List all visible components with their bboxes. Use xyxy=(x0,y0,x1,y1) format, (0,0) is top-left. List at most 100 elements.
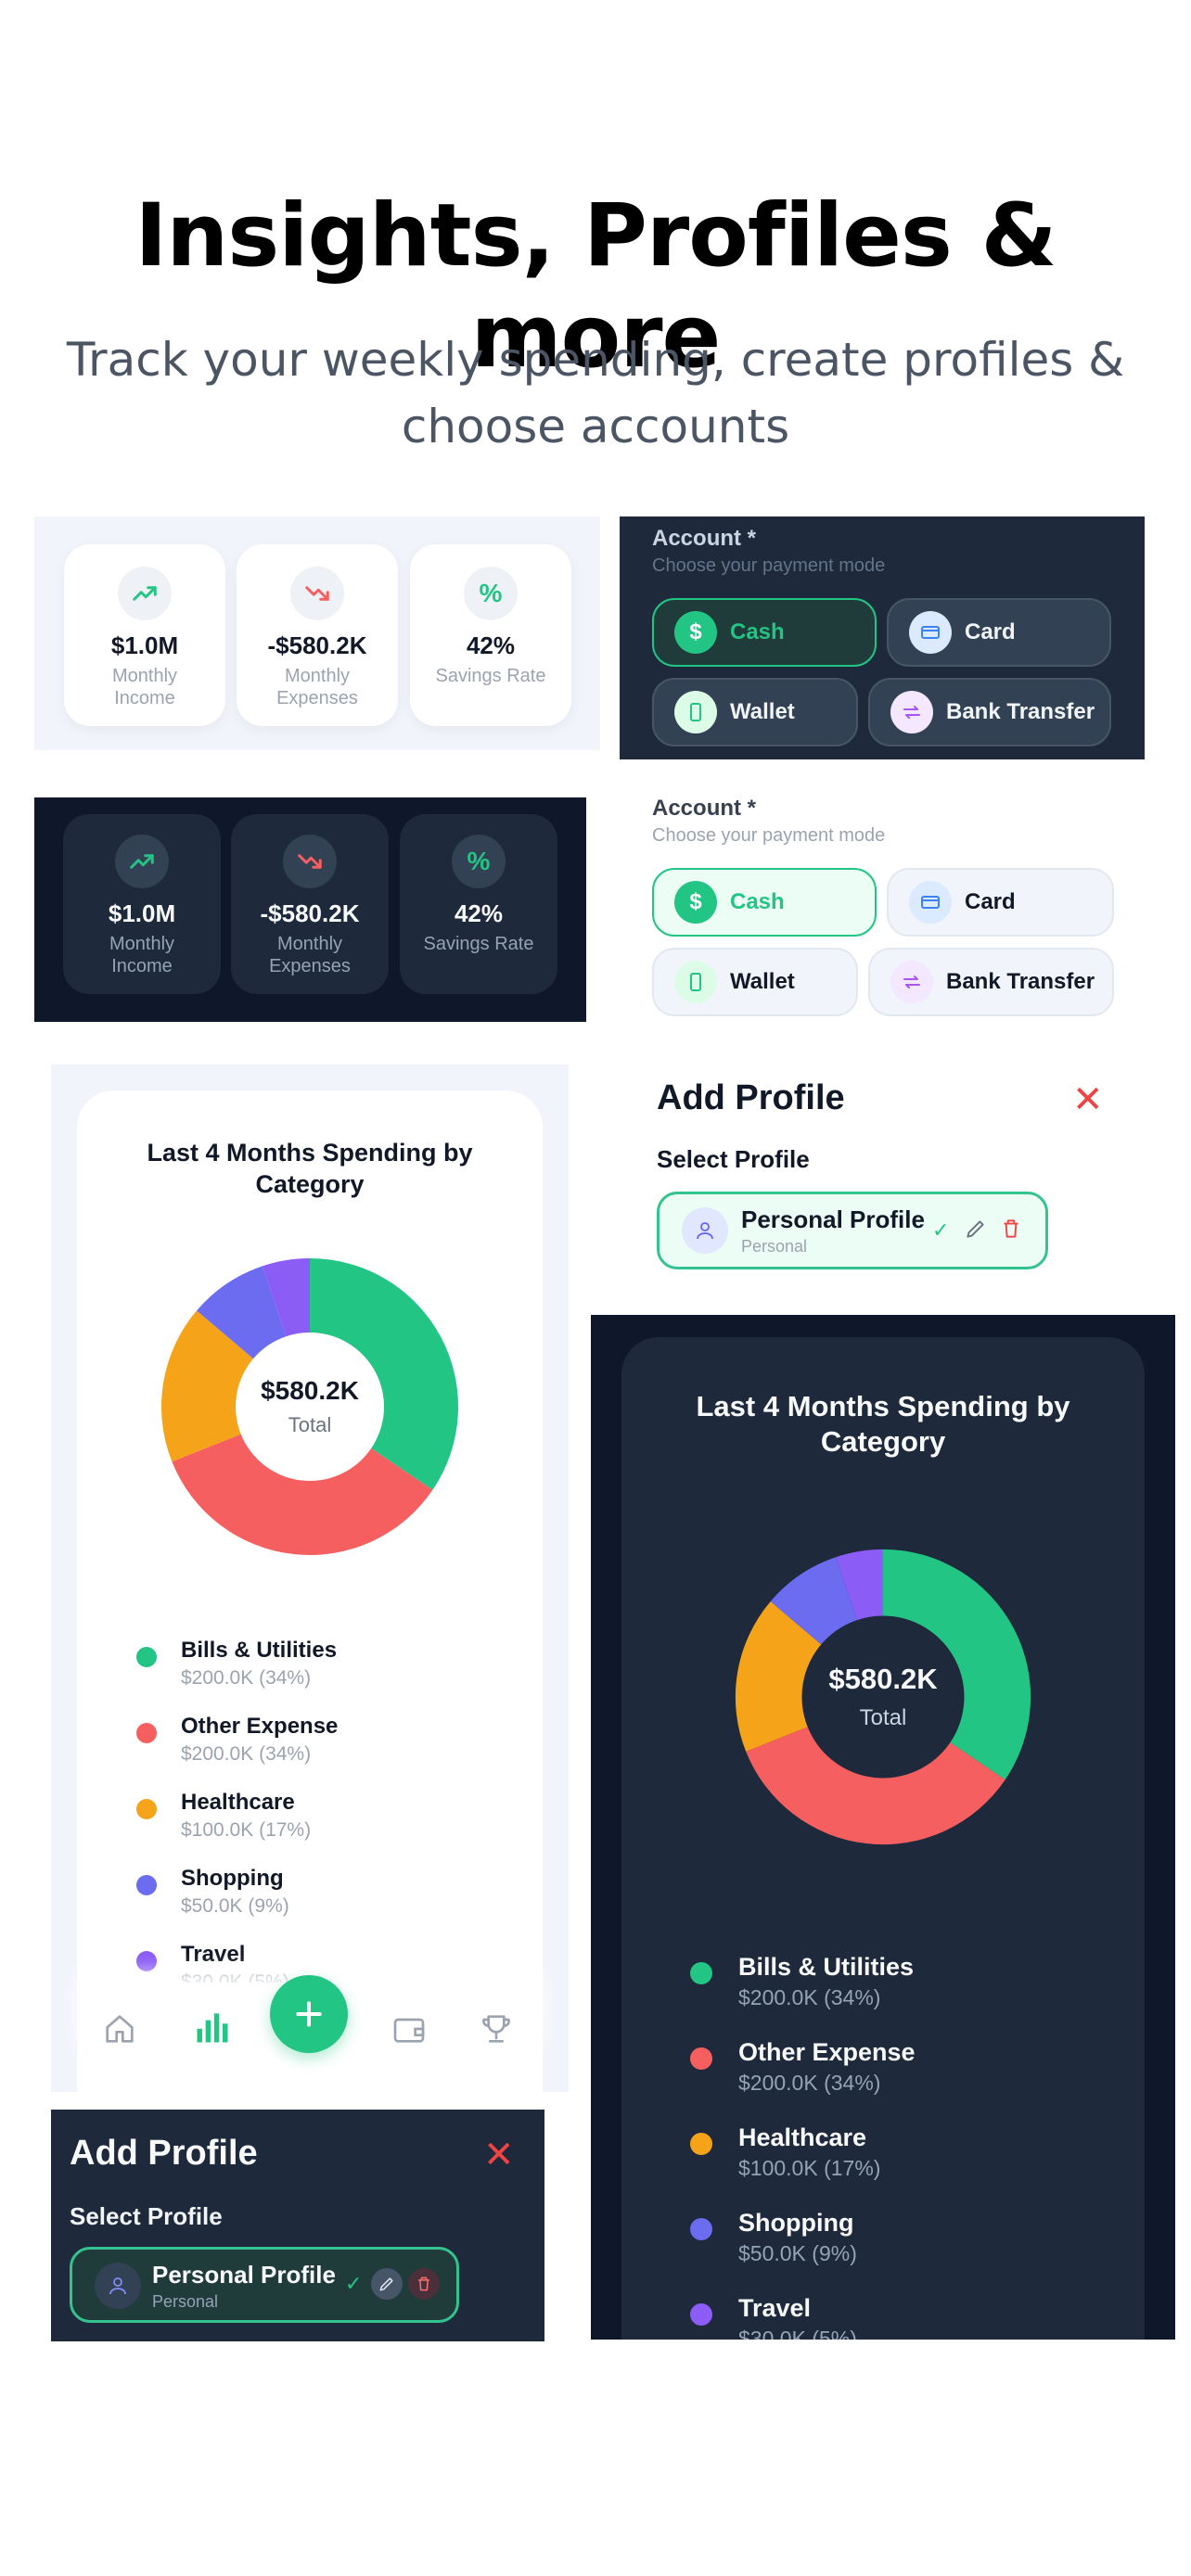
donut-slice-bills-utilities xyxy=(883,1549,1031,1780)
trophy-icon[interactable] xyxy=(478,2010,515,2052)
account-option-bank-transfer[interactable]: Bank Transfer xyxy=(868,678,1111,746)
legend-dot xyxy=(690,2303,712,2326)
spending-panel-dark: Last 4 Months Spending by Category $580.… xyxy=(591,1315,1175,2340)
legend-category-value: $200.0K (34%) xyxy=(738,2071,881,2095)
chip-label: Cash xyxy=(730,889,785,914)
profile-type: Personal xyxy=(152,2292,219,2311)
stat-card-savings: % 42% Savings Rate xyxy=(400,814,557,994)
legend-category-name: Travel xyxy=(738,2294,812,2322)
account-option-cash[interactable]: $ Cash xyxy=(652,598,877,667)
select-profile-label: Select Profile xyxy=(70,2202,223,2230)
donut-slice-bills-utilities xyxy=(310,1258,458,1490)
donut-slice-healthcare xyxy=(735,1600,822,1752)
stat-value: $1.0M xyxy=(110,631,179,659)
legend-category-name: Bills & Utilities xyxy=(181,1638,338,1663)
chip-label: Card xyxy=(965,889,1016,914)
donut-slice-other-expense xyxy=(172,1434,433,1555)
check-icon[interactable]: ✓ xyxy=(345,2272,363,2295)
spending-card: Last 4 Months Spending by Category $580.… xyxy=(77,1090,543,2092)
legend-category-value: $100.0K (17%) xyxy=(738,2156,881,2180)
legend-dot xyxy=(136,1951,157,1971)
legend-category-name: Shopping xyxy=(738,2209,854,2237)
account-option-card[interactable]: Card xyxy=(887,868,1114,937)
stat-value: $1.0M xyxy=(108,899,176,927)
profile-item[interactable]: Personal Profile Personal ✓ xyxy=(657,1192,1048,1269)
account-title: Account * xyxy=(652,526,757,551)
card-icon xyxy=(909,881,952,924)
legend-category-value: $200.0K (34%) xyxy=(181,1667,312,1689)
trend-down-icon xyxy=(290,567,344,620)
stat-label: Monthly Income xyxy=(111,666,178,708)
legend-category-value: $200.0K (34%) xyxy=(738,1985,881,2009)
spending-panel-light: Last 4 Months Spending by Category $580.… xyxy=(51,1065,569,2092)
legend-category-value: $200.0K (34%) xyxy=(181,1743,312,1765)
phone-wallet-icon xyxy=(674,691,717,733)
donut-slice-travel xyxy=(262,1258,310,1337)
percent-icon: % xyxy=(464,567,518,620)
stats-panel-dark: $1.0M Monthly Income -$580.2K Monthly Ex… xyxy=(34,797,586,1022)
trend-up-icon xyxy=(118,567,172,620)
user-icon xyxy=(682,1207,728,1254)
transfer-icon xyxy=(890,961,933,1003)
stat-value: 42% xyxy=(454,899,504,927)
add-profile-title: Add Profile xyxy=(657,1078,845,1117)
donut-center: $580.2K Total xyxy=(142,1239,478,1575)
stat-label: Savings Rate xyxy=(435,666,546,686)
select-profile-label: Select Profile xyxy=(657,1145,810,1173)
delete-icon[interactable] xyxy=(999,1217,1023,1245)
legend-category-name: Healthcare xyxy=(738,2123,867,2151)
home-icon[interactable] xyxy=(101,2010,138,2052)
account-option-card[interactable]: Card xyxy=(887,598,1111,667)
add-profile-title: Add Profile xyxy=(70,2134,258,2173)
add-button[interactable] xyxy=(270,1975,348,2053)
account-option-cash[interactable]: $ Cash xyxy=(652,868,877,937)
edit-icon[interactable] xyxy=(371,2268,403,2300)
spending-title: Last 4 Months Spending by Category xyxy=(147,1139,473,1198)
page-title: Insights, Profiles & more xyxy=(134,185,1057,388)
donut-slice-other-expense xyxy=(746,1727,1005,1845)
bottom-nav xyxy=(77,1975,543,2075)
profile-item[interactable]: Personal Profile Personal ✓ xyxy=(70,2247,459,2323)
add-profile-panel-light: Add Profile ✕ Select Profile Personal Pr… xyxy=(633,1052,1130,1277)
close-icon[interactable]: ✕ xyxy=(483,2135,515,2175)
account-option-wallet[interactable]: Wallet xyxy=(652,678,858,746)
donut-chart xyxy=(161,1258,458,1555)
add-icon xyxy=(296,2001,322,2027)
stat-label: Monthly Expenses xyxy=(276,666,358,708)
trend-up-icon xyxy=(115,835,169,888)
legend-category-name: Bills & Utilities xyxy=(738,1953,915,1981)
legend-dot xyxy=(690,2047,712,2070)
profile-type: Personal xyxy=(741,1237,808,1256)
legend-category-name: Shopping xyxy=(181,1866,284,1891)
close-icon[interactable]: ✕ xyxy=(1072,1079,1104,1120)
stat-value: -$580.2K xyxy=(267,631,367,659)
legend-dot xyxy=(136,1647,157,1667)
donut-center: $580.2K Total xyxy=(716,1530,1050,1864)
stat-label: Savings Rate xyxy=(423,934,534,954)
stat-value: -$580.2K xyxy=(260,899,360,927)
delete-icon[interactable] xyxy=(408,2268,440,2300)
edit-icon[interactable] xyxy=(964,1217,988,1245)
legend-dot xyxy=(690,2133,712,2155)
donut-slice-healthcare xyxy=(161,1310,254,1462)
donut-total-value: $580.2K xyxy=(261,1376,359,1405)
chip-label: Cash xyxy=(730,619,785,644)
legend-category-value: $50.0K (9%) xyxy=(738,2241,857,2265)
phone-wallet-icon xyxy=(674,961,717,1003)
add-profile-panel-dark: Add Profile ✕ Select Profile Personal Pr… xyxy=(51,2110,544,2341)
profile-name: Personal Profile xyxy=(741,1205,925,1233)
chip-label: Wallet xyxy=(730,969,795,994)
legend-dot xyxy=(136,1875,157,1895)
dollar-icon: $ xyxy=(674,881,717,924)
account-option-bank-transfer[interactable]: Bank Transfer xyxy=(868,948,1114,1016)
stat-card-income: $1.0M Monthly Income xyxy=(63,814,221,994)
check-icon[interactable]: ✓ xyxy=(932,1218,950,1242)
stats-panel-light: $1.0M Monthly Income -$580.2K Monthly Ex… xyxy=(34,516,600,750)
wallet-icon[interactable] xyxy=(391,2010,428,2052)
stat-card-expenses: -$580.2K Monthly Expenses xyxy=(237,544,398,726)
donut-slice-shopping xyxy=(770,1557,858,1645)
insights-icon[interactable] xyxy=(192,2007,233,2052)
account-option-wallet[interactable]: Wallet xyxy=(652,948,858,1016)
donut-slice-travel xyxy=(836,1549,883,1621)
donut-total-value: $580.2K xyxy=(828,1663,938,1695)
